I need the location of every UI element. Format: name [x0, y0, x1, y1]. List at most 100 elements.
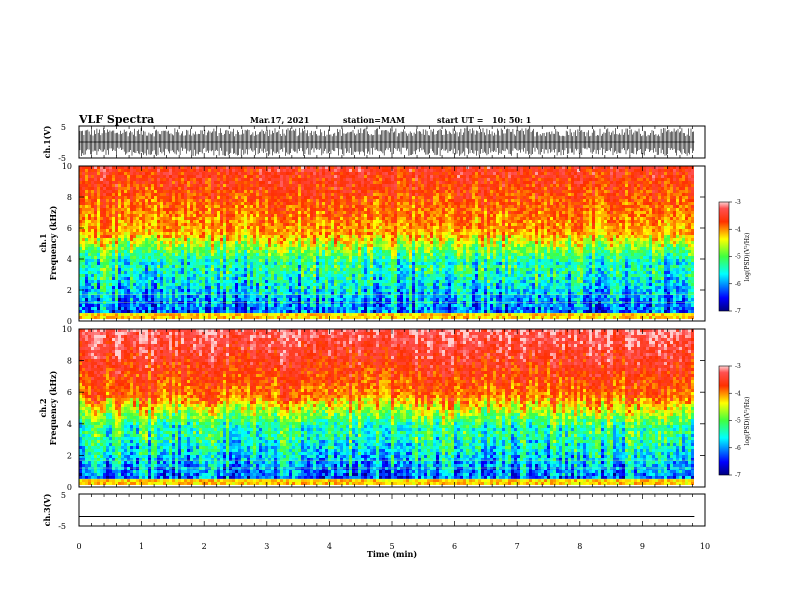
- spectrogram-cell: [334, 259, 337, 262]
- spectrogram-cell: [283, 304, 286, 307]
- spectrogram-cell: [136, 223, 139, 226]
- spectrogram-cell: [265, 235, 268, 238]
- spectrogram-cell: [127, 304, 130, 307]
- spectrogram-cell: [259, 262, 262, 265]
- spectrogram-cell: [226, 184, 229, 187]
- spectrogram-cell: [160, 289, 163, 292]
- spectrogram-cell: [112, 289, 115, 292]
- spectrogram-cell: [154, 181, 157, 184]
- spectrogram-cell: [217, 220, 220, 223]
- spectrogram-cell: [295, 298, 298, 301]
- spectrogram-cell: [184, 220, 187, 223]
- spectrogram-cell: [229, 265, 232, 268]
- spectrogram-cell: [313, 190, 316, 193]
- spectrogram-cell: [181, 196, 184, 199]
- spectrogram-cell: [124, 253, 127, 256]
- spectrogram-cell: [301, 283, 304, 286]
- spectrogram-cell: [118, 187, 121, 190]
- spectrogram-cell: [250, 223, 253, 226]
- spectrogram-cell: [280, 196, 283, 199]
- spectrogram-cell: [163, 178, 166, 181]
- spectrogram-cell: [235, 202, 238, 205]
- spectrogram-cell: [205, 178, 208, 181]
- spectrogram-cell: [175, 229, 178, 232]
- spectrogram-cell: [325, 229, 328, 232]
- spectrogram-cell: [193, 241, 196, 244]
- spectrogram-cell: [295, 295, 298, 298]
- spectrogram-cell: [310, 244, 313, 247]
- spectrogram-cell: [151, 178, 154, 181]
- spectrogram-cell: [142, 223, 145, 226]
- spectrogram-cell: [292, 172, 295, 175]
- spectrogram-cell: [322, 256, 325, 259]
- spectrogram-cell: [133, 247, 136, 250]
- spectrogram-cell: [160, 304, 163, 307]
- spectrogram-cell: [124, 235, 127, 238]
- spectrogram-cell: [145, 241, 148, 244]
- spectrogram-cell: [238, 175, 241, 178]
- spectrogram-cell: [238, 256, 241, 259]
- spectrogram-cell: [151, 241, 154, 244]
- spectrogram-cell: [142, 259, 145, 262]
- spectrogram-cell: [82, 310, 85, 313]
- spectrogram-cell: [232, 253, 235, 256]
- spectrogram-cell: [121, 238, 124, 241]
- spectrogram-cell: [130, 244, 133, 247]
- spectrogram-cell: [256, 277, 259, 280]
- spectrogram-cell: [127, 277, 130, 280]
- spectrogram-cell: [145, 298, 148, 301]
- spectrogram-cell: [190, 193, 193, 196]
- spectrogram-cell: [190, 208, 193, 211]
- spectrogram-cell: [271, 310, 274, 313]
- spectrogram-cell: [187, 190, 190, 193]
- spectrogram-cell: [244, 286, 247, 289]
- spectrogram-cell: [103, 256, 106, 259]
- spectrogram-cell: [100, 229, 103, 232]
- spectrogram-cell: [274, 253, 277, 256]
- spectrogram-cell: [301, 169, 304, 172]
- spectrogram-cell: [97, 208, 100, 211]
- spectrogram-cell: [118, 196, 121, 199]
- spectrogram-cell: [190, 220, 193, 223]
- spectrogram-cell: [241, 289, 244, 292]
- spectrogram-cell: [94, 280, 97, 283]
- spectrogram-cell: [154, 178, 157, 181]
- spectrogram-cell: [280, 277, 283, 280]
- spectrogram-cell: [145, 268, 148, 271]
- spectrogram-cell: [133, 190, 136, 193]
- spectrogram-cell: [91, 172, 94, 175]
- spectrogram-cell: [268, 184, 271, 187]
- spectrogram-cell: [337, 253, 340, 256]
- spectrogram-cell: [220, 205, 223, 208]
- spectrogram-cell: [235, 241, 238, 244]
- spectrogram-cell: [151, 199, 154, 202]
- spectrogram-cell: [316, 235, 319, 238]
- spectrogram-cell: [172, 250, 175, 253]
- spectrogram-cell: [295, 217, 298, 220]
- spectrogram-cell: [250, 241, 253, 244]
- spectrogram-cell: [88, 304, 91, 307]
- spectrogram-cell: [304, 262, 307, 265]
- spectrogram-cell: [229, 175, 232, 178]
- spectrogram-cell: [178, 289, 181, 292]
- spectrogram-cell: [196, 196, 199, 199]
- spectrogram-cell: [139, 244, 142, 247]
- spectrogram-cell: [322, 304, 325, 307]
- spectrogram-cell: [142, 196, 145, 199]
- spectrogram-cell: [289, 199, 292, 202]
- spectrogram-cell: [214, 223, 217, 226]
- spectrogram-cell: [202, 274, 205, 277]
- spectrogram-cell: [151, 223, 154, 226]
- spectrogram-cell: [124, 310, 127, 313]
- spectrogram-cell: [295, 220, 298, 223]
- spectrogram-cell: [331, 244, 334, 247]
- spectrogram-cell: [100, 298, 103, 301]
- spectrogram-cell: [298, 283, 301, 286]
- spectrogram-cell: [265, 220, 268, 223]
- spectrogram-cell: [217, 244, 220, 247]
- spectrogram-cell: [106, 223, 109, 226]
- spectrogram-cell: [244, 229, 247, 232]
- spectrogram-cell: [202, 217, 205, 220]
- spectrogram-cell: [139, 280, 142, 283]
